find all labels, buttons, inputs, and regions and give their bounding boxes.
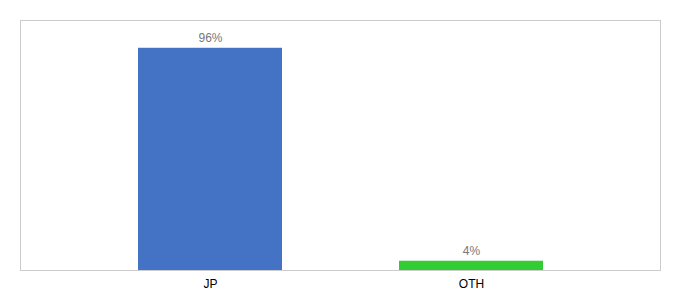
svg-text:JP: JP — [203, 277, 217, 291]
svg-text:4%: 4% — [463, 244, 481, 258]
svg-text:96%: 96% — [198, 31, 222, 45]
svg-text:OTH: OTH — [459, 277, 484, 291]
